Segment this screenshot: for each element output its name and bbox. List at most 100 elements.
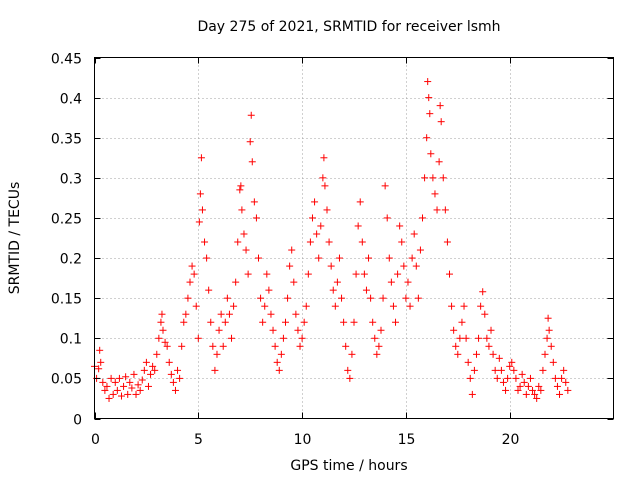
data-point bbox=[556, 390, 564, 398]
data-point bbox=[178, 342, 186, 350]
data-point bbox=[151, 366, 159, 374]
y-tick-label: 0.15 bbox=[51, 292, 82, 308]
y-tick-label: 0.05 bbox=[51, 372, 82, 388]
data-point bbox=[169, 378, 177, 386]
data-point bbox=[302, 302, 310, 310]
data-point bbox=[96, 346, 104, 354]
data-point bbox=[448, 302, 456, 310]
data-point bbox=[352, 270, 360, 278]
data-point bbox=[269, 326, 277, 334]
data-point bbox=[138, 376, 146, 384]
data-point bbox=[198, 206, 206, 214]
y-tick-label: 0.25 bbox=[51, 212, 82, 228]
data-point bbox=[225, 310, 233, 318]
data-point bbox=[158, 310, 166, 318]
data-point bbox=[273, 358, 281, 366]
data-point bbox=[113, 386, 121, 394]
data-point bbox=[286, 262, 294, 270]
y-tick-label: 0.1 bbox=[60, 332, 82, 348]
data-point bbox=[242, 246, 250, 254]
data-point bbox=[207, 318, 215, 326]
data-point bbox=[215, 326, 223, 334]
data-point bbox=[223, 294, 231, 302]
data-point bbox=[497, 366, 505, 374]
data-point bbox=[462, 334, 470, 342]
data-point bbox=[238, 206, 246, 214]
data-point bbox=[246, 138, 254, 146]
data-point bbox=[360, 270, 368, 278]
data-point bbox=[541, 350, 549, 358]
data-point bbox=[508, 358, 516, 366]
data-point bbox=[157, 318, 165, 326]
data-point bbox=[436, 102, 444, 110]
data-point bbox=[317, 222, 325, 230]
data-point bbox=[424, 78, 432, 86]
data-point bbox=[219, 342, 227, 350]
data-point bbox=[323, 206, 331, 214]
data-point bbox=[425, 94, 433, 102]
gridlines bbox=[94, 57, 614, 419]
data-point bbox=[228, 334, 236, 342]
data-point bbox=[410, 230, 418, 238]
data-point bbox=[230, 302, 238, 310]
data-point bbox=[161, 338, 169, 346]
data-point bbox=[165, 358, 173, 366]
data-point bbox=[464, 358, 472, 366]
data-point bbox=[132, 390, 140, 398]
data-point bbox=[255, 254, 263, 262]
data-point bbox=[506, 362, 514, 370]
x-tick-label: 20 bbox=[502, 432, 520, 448]
data-point bbox=[311, 198, 319, 206]
data-point bbox=[134, 381, 142, 389]
data-point bbox=[437, 118, 445, 126]
data-point bbox=[387, 278, 395, 286]
data-point bbox=[288, 246, 296, 254]
data-point bbox=[211, 366, 219, 374]
data-point bbox=[192, 302, 200, 310]
data-point bbox=[259, 318, 267, 326]
data-point bbox=[439, 174, 447, 182]
data-point bbox=[520, 378, 528, 386]
data-point bbox=[545, 326, 553, 334]
data-point bbox=[375, 342, 383, 350]
data-point bbox=[544, 314, 552, 322]
x-tick-label: 15 bbox=[398, 432, 416, 448]
data-point bbox=[267, 310, 275, 318]
data-point bbox=[232, 278, 240, 286]
data-point bbox=[250, 198, 258, 206]
data-point bbox=[176, 374, 184, 382]
data-point bbox=[367, 294, 375, 302]
data-point bbox=[325, 238, 333, 246]
data-point bbox=[549, 358, 557, 366]
data-point bbox=[111, 378, 119, 386]
data-point bbox=[419, 214, 427, 222]
data-point bbox=[404, 278, 412, 286]
data-point bbox=[477, 302, 485, 310]
data-point bbox=[109, 390, 117, 398]
data-point bbox=[298, 334, 306, 342]
data-point bbox=[184, 294, 192, 302]
data-point bbox=[472, 350, 480, 358]
data-point bbox=[209, 342, 217, 350]
data-point bbox=[315, 254, 323, 262]
axis-ticks bbox=[94, 57, 614, 420]
data-point bbox=[377, 326, 385, 334]
data-point bbox=[182, 310, 190, 318]
data-point bbox=[271, 342, 279, 350]
data-point bbox=[320, 154, 328, 162]
data-point bbox=[371, 334, 379, 342]
data-point bbox=[423, 134, 431, 142]
data-point bbox=[529, 386, 537, 394]
data-point bbox=[402, 294, 410, 302]
data-point bbox=[122, 373, 130, 381]
y-tick-labels: 0 0.05 0.1 0.15 0.2 0.25 0.3 0.35 0.4 0.45 bbox=[51, 52, 82, 429]
data-point bbox=[539, 366, 547, 374]
data-point bbox=[281, 318, 289, 326]
x-axis-label: GPS time / hours bbox=[290, 458, 407, 474]
data-point bbox=[547, 342, 555, 350]
data-point bbox=[512, 374, 520, 382]
data-point bbox=[481, 310, 489, 318]
data-point bbox=[159, 326, 167, 334]
data-point bbox=[445, 270, 453, 278]
